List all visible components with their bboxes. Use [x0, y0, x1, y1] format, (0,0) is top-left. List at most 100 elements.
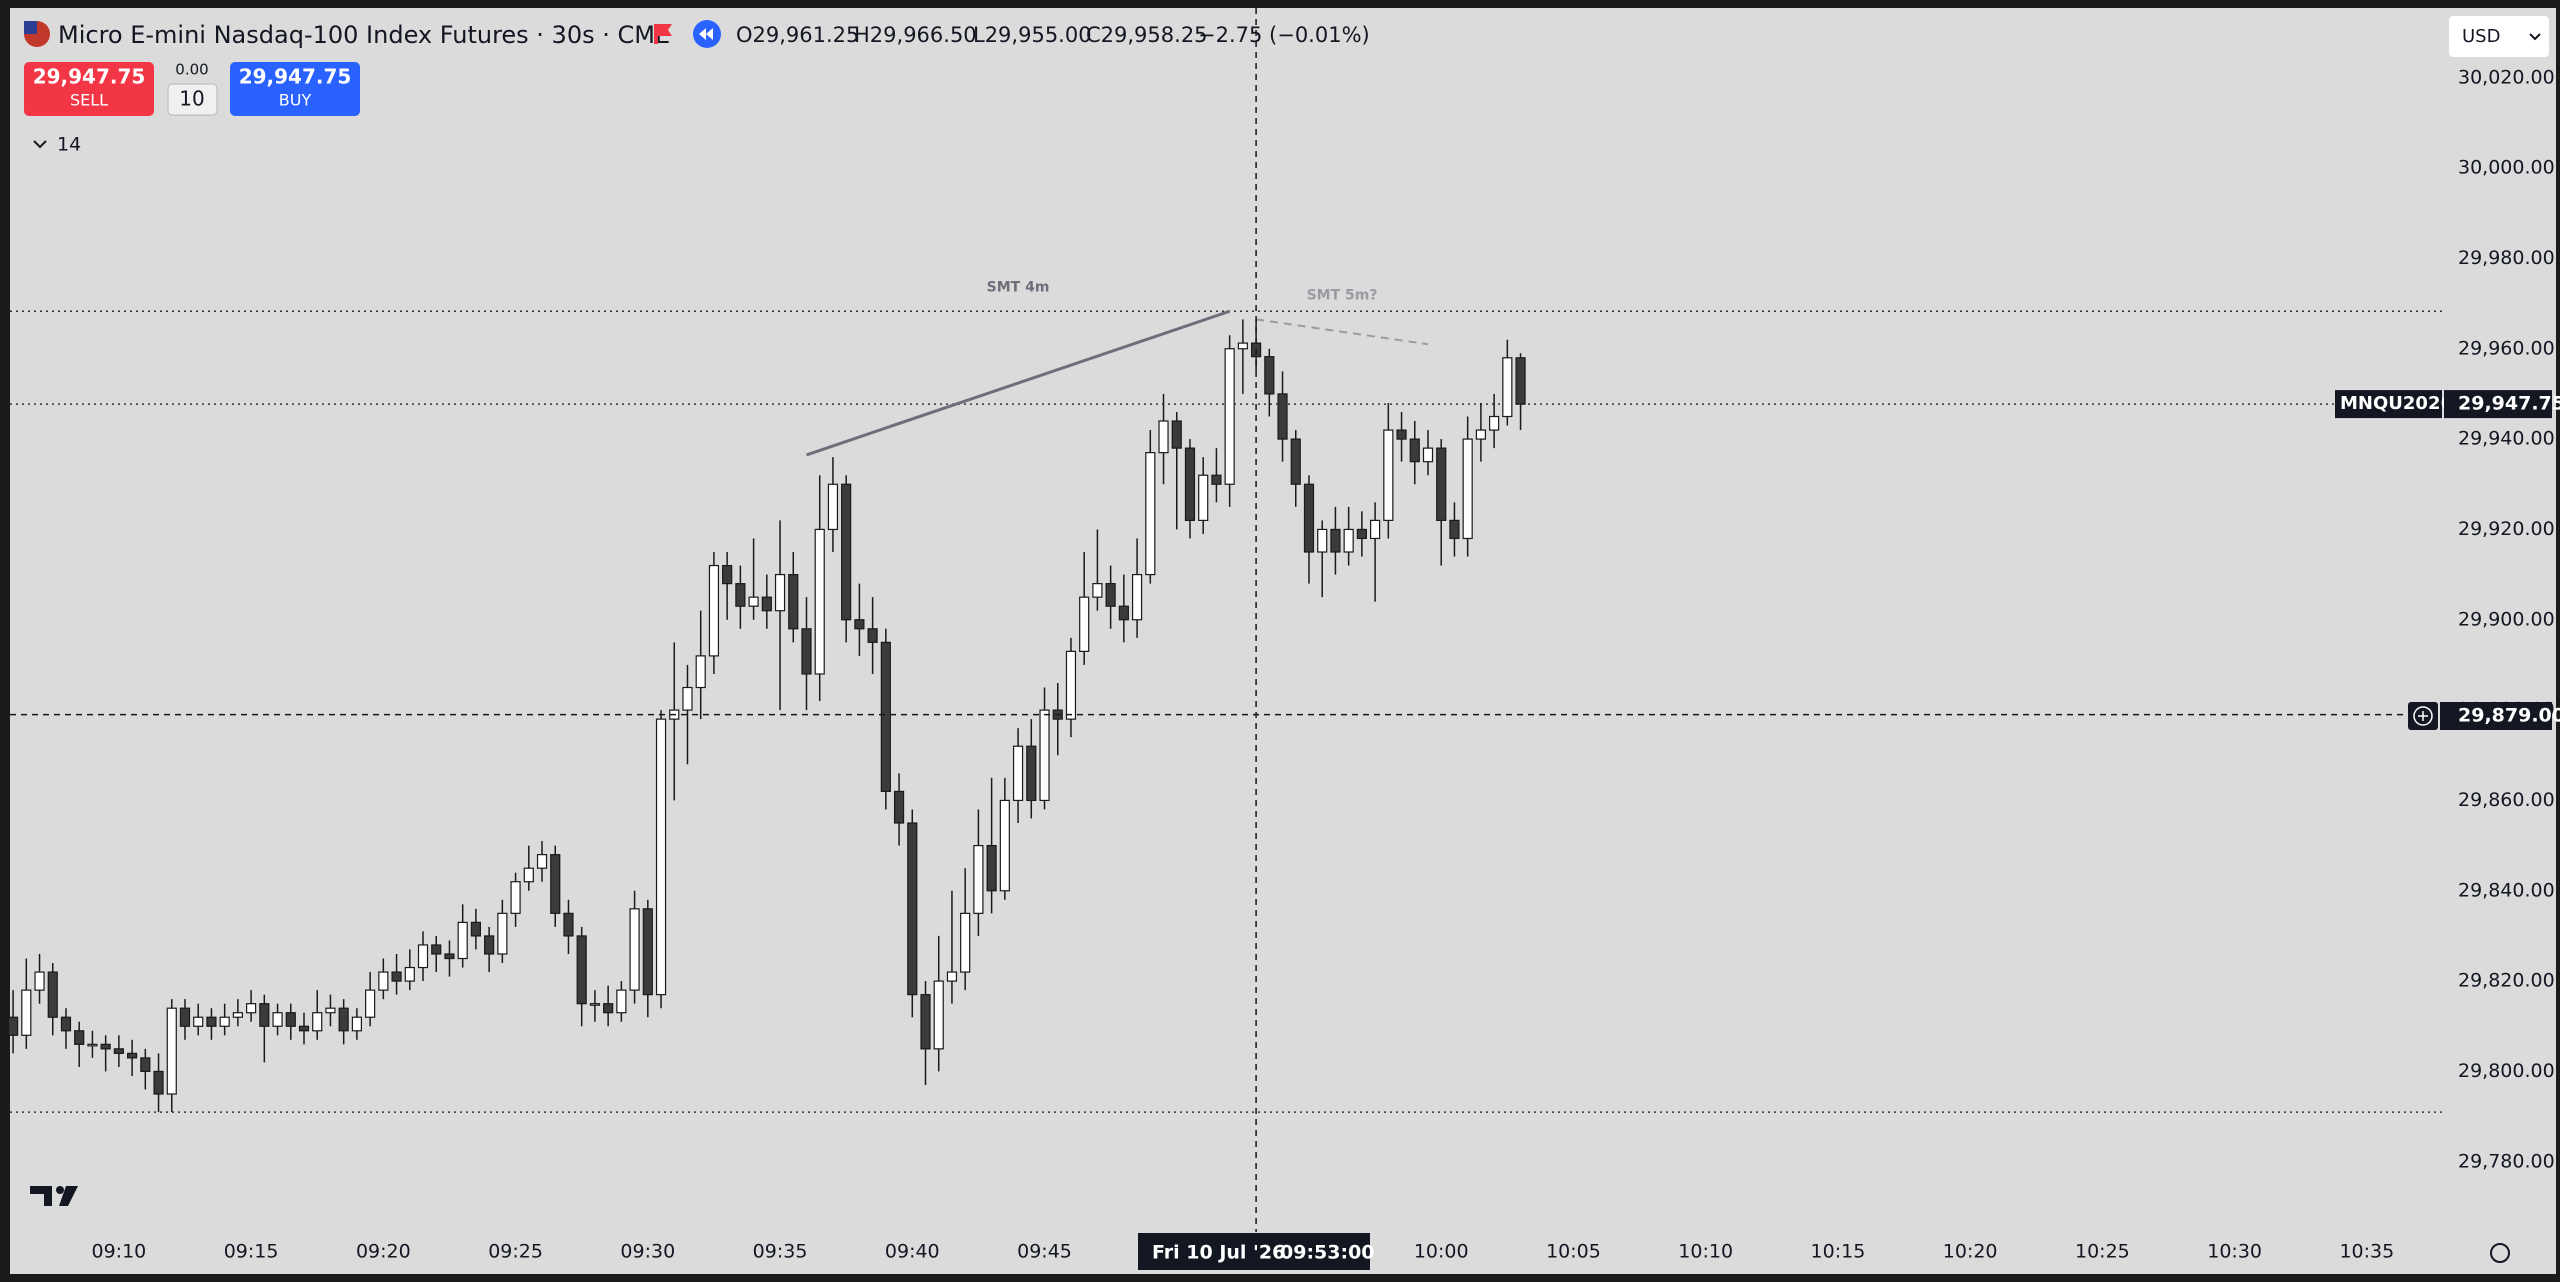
candle-body [880, 641, 891, 792]
quantity-box[interactable] [167, 83, 218, 116]
candle-body [536, 854, 548, 869]
x-tick-label: 10:35 [2339, 1241, 2394, 1263]
x-tick-label: 10:15 [1811, 1241, 1866, 1263]
candle-body [920, 994, 931, 1050]
candle-body [60, 1016, 72, 1032]
candle-body [153, 1070, 164, 1095]
candle-body [285, 1012, 296, 1027]
x-tick-label: 10:10 [1678, 1241, 1733, 1263]
ohlc-high: H29,966.50 [854, 23, 977, 47]
x-tick-label: 09:40 [885, 1241, 940, 1263]
candle-body [629, 908, 640, 991]
candle-body [246, 1003, 257, 1014]
candle-body [7, 1016, 19, 1036]
candle-body [1012, 745, 1024, 802]
candle-body [378, 971, 389, 991]
candle-body [431, 944, 442, 955]
candle-body [523, 867, 534, 883]
candle-body [351, 1016, 362, 1032]
last-price-box [2444, 390, 2552, 419]
y-tick-label: 29,960.00 [2458, 337, 2555, 359]
candle-body [219, 1016, 230, 1027]
candle-body [801, 628, 812, 675]
x-tick-label: 09:10 [91, 1241, 146, 1263]
candle-body [1343, 528, 1354, 553]
candle-body [854, 619, 865, 630]
crosshair-time: 09:53:00 [1280, 1242, 1375, 1264]
currency-chevron [2529, 33, 2541, 41]
y-tick-label: 30,020.00 [2458, 66, 2555, 88]
logo-dot [56, 1186, 64, 1194]
x-tick-label: 10:25 [2075, 1241, 2130, 1263]
flag-marker[interactable] [654, 24, 672, 44]
crosshair-price: 29,879.00 [2458, 705, 2560, 727]
candle-body [1131, 573, 1143, 621]
candle-body [47, 971, 58, 1018]
logo-mark [30, 1186, 52, 1206]
candle-body [510, 881, 521, 914]
y-tick-label: 29,780.00 [2458, 1150, 2555, 1172]
candle-body [1224, 348, 1235, 485]
crosshair-time-box [1138, 1233, 1370, 1270]
settings-button[interactable] [2490, 1243, 2510, 1263]
candle-body [563, 912, 574, 937]
candle-body [946, 971, 958, 982]
ohlc-low: L29,955.00 [973, 23, 1092, 47]
candle-body [814, 528, 825, 675]
candle-body [1356, 528, 1367, 540]
replay-icon [699, 28, 713, 40]
candle-body [960, 912, 971, 973]
candle-body [1277, 393, 1288, 440]
candle-body [933, 980, 944, 1050]
x-tick-label: 10:20 [1943, 1241, 1998, 1263]
candle-body [1475, 429, 1486, 440]
candle-body [1409, 438, 1420, 463]
candle-body [761, 596, 772, 612]
candle-body [1039, 709, 1050, 802]
indicators-chevron[interactable] [33, 140, 47, 149]
candle-body [1317, 528, 1328, 553]
candle-body [1198, 474, 1209, 521]
symbol-title[interactable]: Micro E-mini Nasdaq-100 Index Futures · … [58, 21, 670, 49]
candle-body [87, 1043, 98, 1047]
candle-body [457, 921, 468, 960]
candle-body [827, 483, 839, 531]
candle-body [484, 935, 495, 955]
indicators-count[interactable]: 14 [57, 134, 81, 156]
candle-body [708, 564, 720, 657]
x-tick-label: 10:00 [1414, 1241, 1469, 1263]
candle-body [1145, 452, 1156, 576]
candle-body [391, 971, 402, 982]
quantity: 10 [179, 87, 204, 111]
buy-button[interactable] [230, 62, 360, 116]
candle-body [34, 971, 45, 991]
sell-button[interactable] [24, 62, 154, 116]
crosshair-price-box [2440, 702, 2552, 730]
plot-area: 29,780.00 29,800.00 29,820.00 29,840.00 29,8… [7, 8, 2560, 1270]
candle-body [206, 1016, 217, 1027]
candle-body [841, 483, 852, 621]
y-tick-label: 29,920.00 [2458, 518, 2555, 540]
ohlc-close: C29,958.25 [1086, 23, 1208, 47]
x-tick-label: 09:15 [224, 1241, 279, 1263]
ohlc-open: O29,961.25 [736, 23, 859, 47]
trendline-label: SMT 4m [987, 279, 1050, 295]
candle-body [1462, 438, 1473, 540]
candle-body [1436, 447, 1447, 521]
candle-body [365, 989, 376, 1018]
sell-label: SELL [70, 91, 108, 110]
currency-select[interactable] [2449, 16, 2549, 57]
candle-body [986, 844, 997, 892]
y-tick-label: 29,860.00 [2458, 789, 2555, 811]
candle-body [470, 921, 482, 937]
currency: USD [2462, 26, 2500, 47]
logo-mark [59, 1186, 78, 1206]
candle-body [404, 966, 415, 982]
candle-body [113, 1048, 124, 1054]
symbol-label: MNQU2026 [2340, 393, 2453, 414]
candle-body [232, 1012, 243, 1018]
candle-body [272, 1012, 283, 1027]
candle-body [166, 1007, 177, 1095]
candle-body [1370, 519, 1381, 540]
